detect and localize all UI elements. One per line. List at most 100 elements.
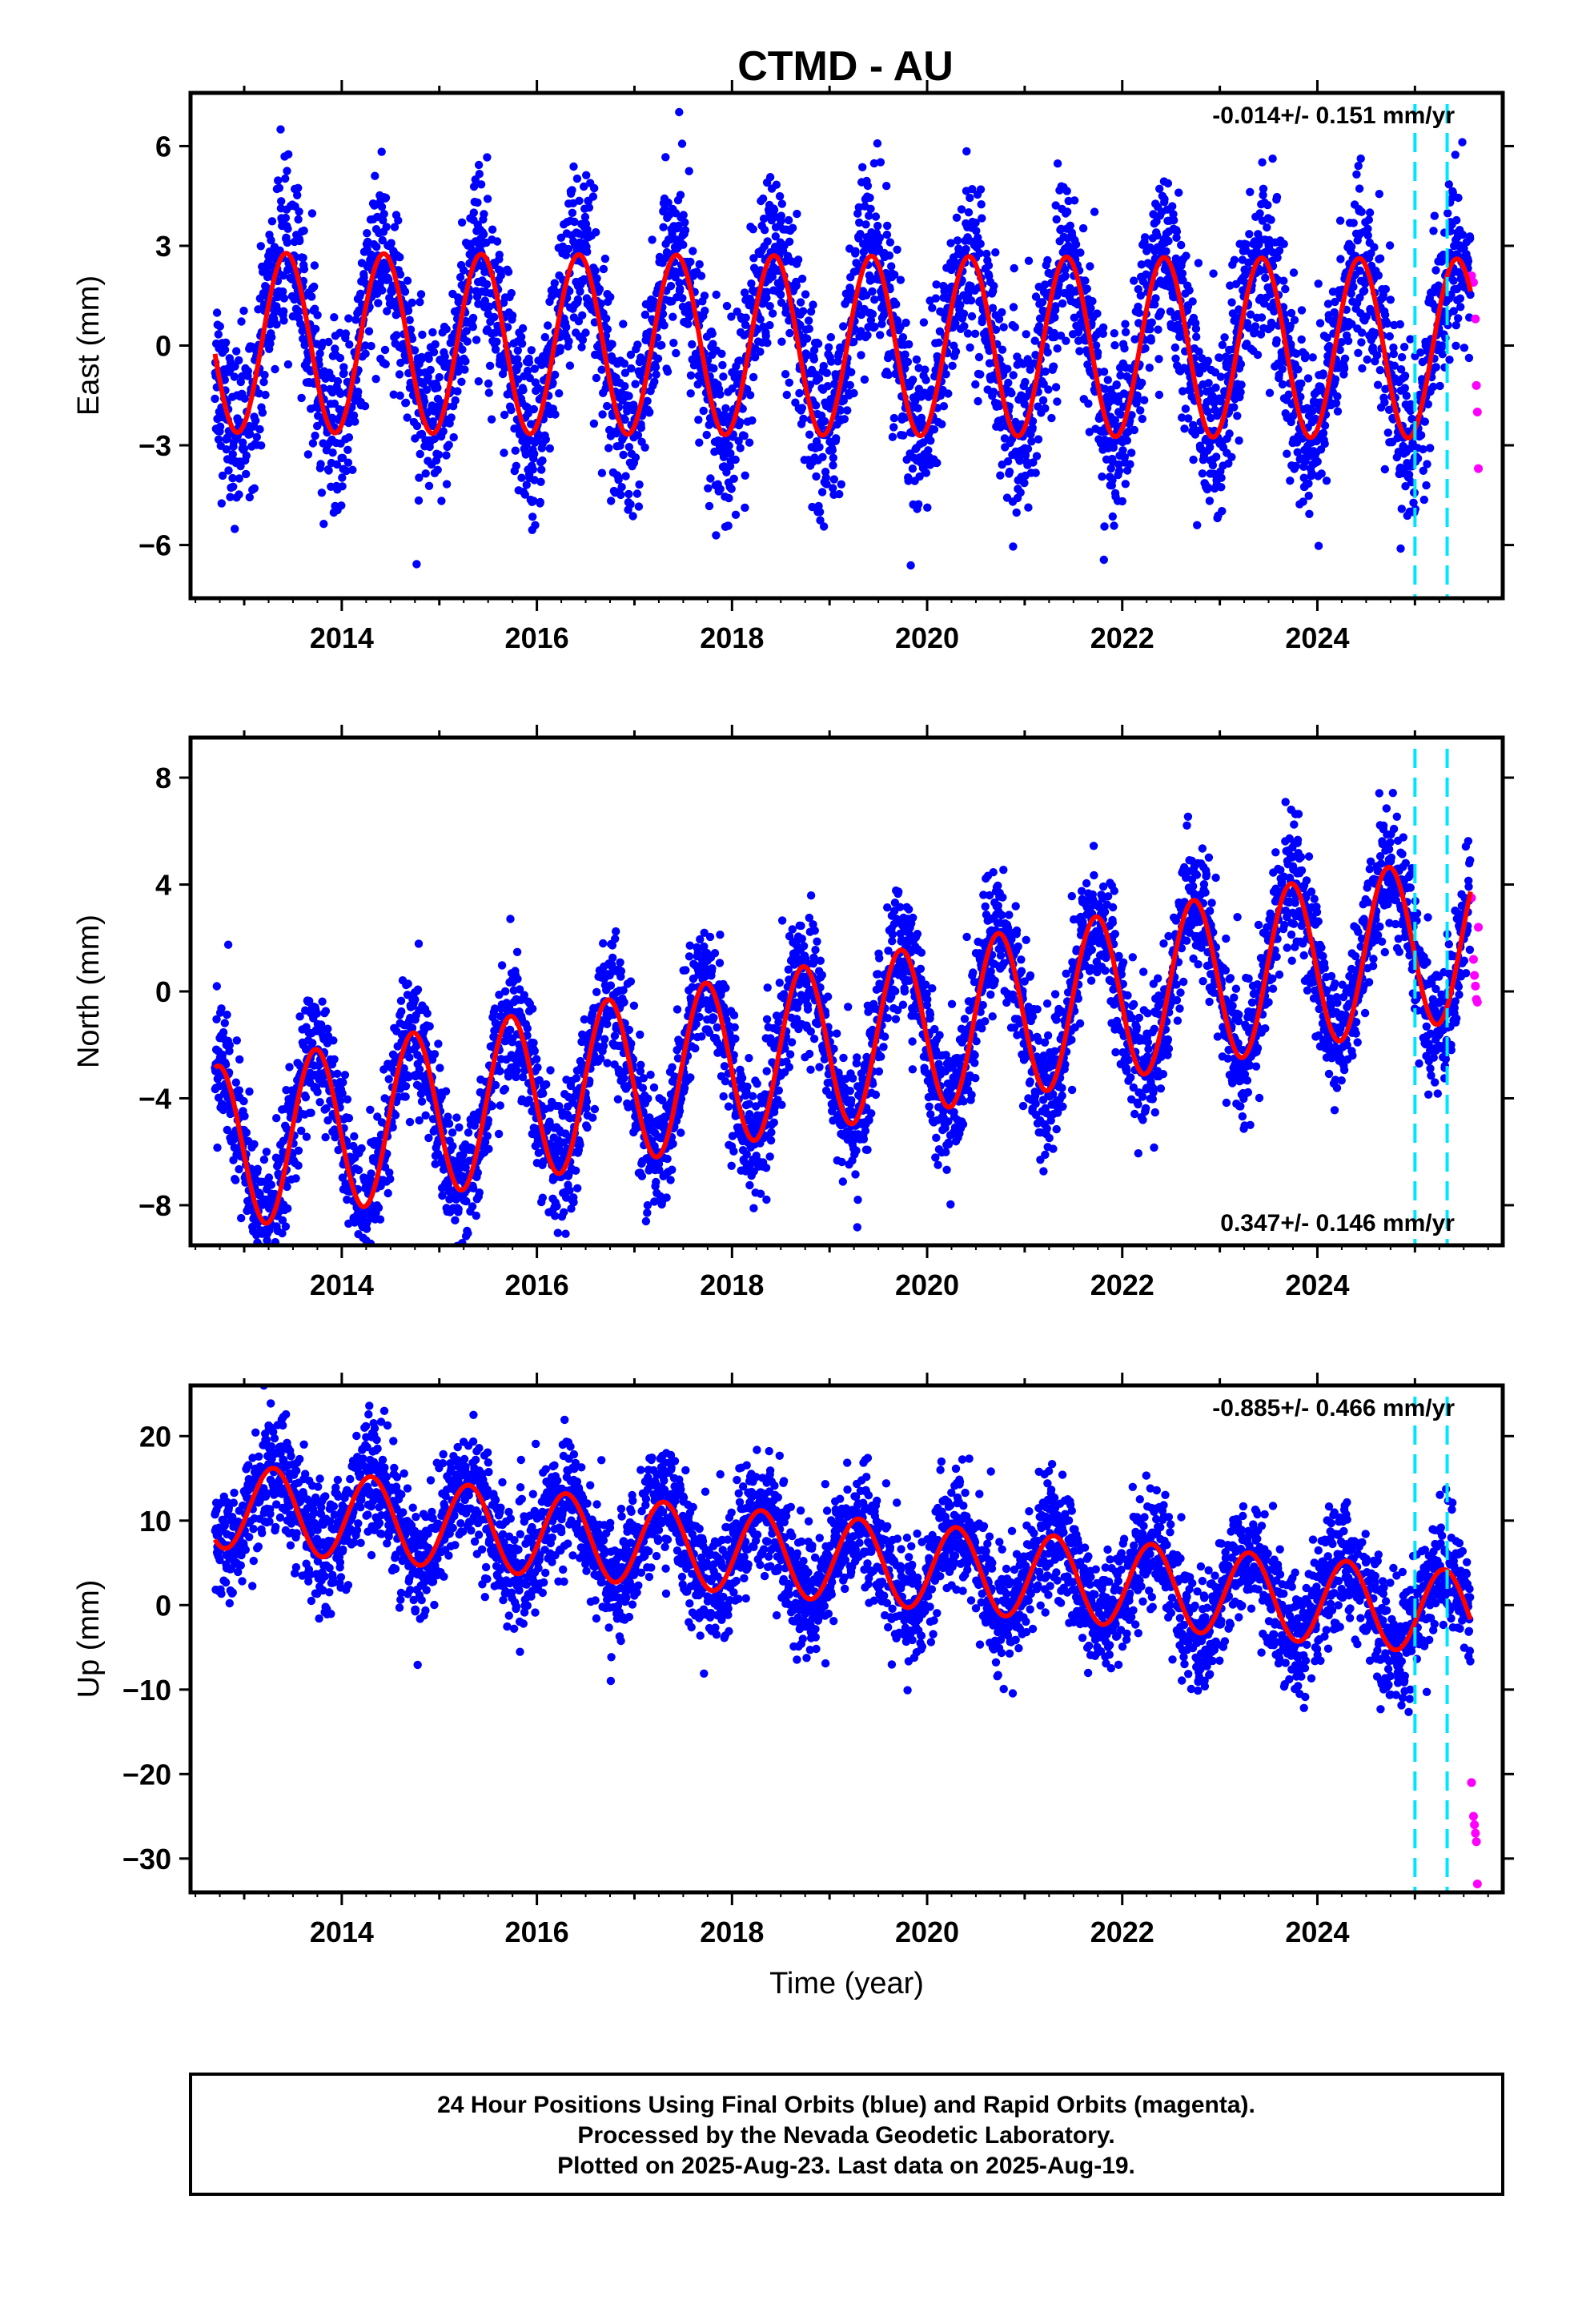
east-final-point (686, 389, 695, 398)
east-final-point (284, 150, 293, 159)
east-final-point (490, 312, 499, 322)
east-final-point (1177, 240, 1186, 250)
east-final-point (727, 312, 736, 321)
east-final-point (822, 480, 831, 489)
east-final-point (507, 288, 516, 298)
east-final-point (408, 334, 417, 344)
north-final-point (235, 1164, 243, 1174)
north-final-point (231, 1176, 240, 1184)
east-final-point (1268, 154, 1277, 163)
east-final-point (756, 348, 765, 356)
east-final-point (1110, 521, 1118, 530)
east-final-point (279, 294, 289, 303)
east-final-point (588, 192, 598, 201)
east-final-point (930, 425, 939, 434)
east-final-point (621, 472, 630, 480)
east-final-point (999, 323, 1008, 332)
east-final-point (596, 300, 605, 308)
east-final-point (1227, 452, 1236, 461)
east-final-point (866, 204, 875, 213)
east-final-point (768, 309, 777, 318)
east-final-point (748, 416, 757, 425)
east-final-point (1078, 223, 1088, 233)
east-final-point (798, 307, 808, 316)
east-final-point (616, 490, 625, 500)
east-final-point (1134, 285, 1143, 294)
east-final-point (361, 349, 370, 358)
east-final-point (995, 401, 1004, 411)
east-final-point (681, 226, 690, 235)
east-final-point (337, 501, 346, 510)
east-final-point (876, 331, 885, 340)
east-final-point (1251, 322, 1260, 331)
east-final-point (283, 224, 292, 233)
east-final-point (990, 281, 998, 291)
east-final-point (731, 510, 741, 519)
east-final-point (1245, 230, 1254, 239)
north-final-point (239, 1096, 248, 1106)
east-final-point (982, 249, 991, 259)
north-final-point (285, 1063, 294, 1072)
east-final-point (989, 388, 998, 396)
east-final-point (1206, 443, 1215, 452)
east-final-point (536, 497, 544, 507)
north-final-point (250, 1140, 259, 1149)
east-final-point (1126, 460, 1134, 468)
east-final-point (374, 299, 383, 308)
east-final-point (564, 337, 573, 346)
east-final-point (277, 197, 286, 206)
east-final-point (666, 281, 676, 291)
east-final-point (530, 364, 539, 373)
east-final-point (708, 329, 717, 338)
east-final-point (717, 349, 726, 358)
east-final-point (351, 316, 360, 324)
east-final-point (1422, 480, 1431, 490)
east-final-point (327, 413, 337, 422)
east-final-point (1154, 325, 1162, 334)
east-final-point (614, 476, 623, 485)
east-final-point (400, 287, 410, 296)
east-final-point (1134, 395, 1142, 404)
north-final-point (223, 1010, 231, 1019)
east-final-point (1435, 381, 1444, 391)
east-final-point (354, 388, 363, 396)
east-final-point (1304, 479, 1313, 488)
east-final-point (679, 211, 688, 219)
east-final-point (479, 230, 488, 239)
east-final-point (901, 350, 909, 359)
east-final-point (809, 346, 819, 355)
east-final-point (1081, 276, 1090, 285)
east-final-point (541, 435, 550, 444)
east-final-point (1383, 319, 1392, 328)
east-final-point (310, 261, 319, 270)
east-final-point (359, 273, 368, 282)
east-final-point (1385, 241, 1395, 250)
east-final-point (336, 389, 345, 398)
east-final-point (235, 490, 243, 499)
east-final-point (749, 372, 758, 382)
east-final-point (991, 325, 1001, 334)
east-final-point (1375, 366, 1385, 375)
east-final-point (568, 208, 577, 217)
east-final-point (745, 438, 754, 447)
east-final-point (636, 424, 646, 432)
east-final-point (1333, 407, 1343, 416)
east-final-point (817, 488, 827, 497)
east-final-point (1009, 371, 1018, 380)
east-final-point (1053, 159, 1062, 168)
east-final-point (240, 394, 249, 403)
east-final-point (849, 337, 858, 347)
east-final-point (944, 389, 953, 398)
east-final-point (1374, 271, 1383, 280)
east-final-point (524, 358, 533, 367)
east-final-point (1088, 296, 1097, 306)
east-final-point (1110, 329, 1119, 338)
east-final-point (401, 398, 411, 408)
east-final-point (951, 319, 960, 328)
east-final-point (349, 411, 359, 420)
east-final-point (256, 242, 265, 251)
east-final-point (793, 255, 803, 264)
east-final-point (1009, 542, 1018, 551)
east-final-point (1116, 410, 1126, 419)
